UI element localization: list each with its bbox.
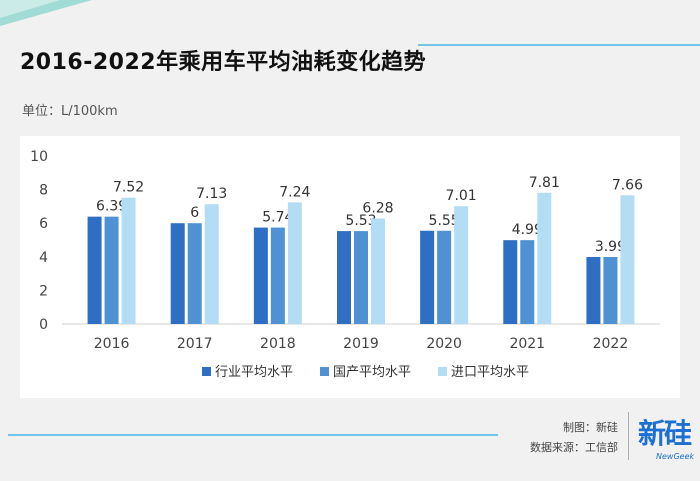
- data-label: 6.28: [362, 200, 393, 216]
- x-tick-label: 2016: [94, 336, 130, 352]
- data-label: 6: [190, 205, 199, 221]
- bar: [104, 216, 119, 324]
- bar: [437, 230, 452, 324]
- logo-separator: [628, 412, 629, 460]
- legend-swatch: [438, 367, 447, 376]
- chart-title: 2016-2022年乘用车平均油耗变化趋势: [20, 50, 427, 75]
- bar-chart: 0 2 4 6 8 10 6.39 7.52 2016 6 7.13 2017 5.74 7.24 2018…: [30, 149, 660, 380]
- unit-label: 单位：L/100km: [22, 104, 118, 119]
- data-label: 3.99: [595, 239, 626, 255]
- bar: [420, 230, 435, 324]
- data-label: 5.74: [262, 210, 293, 226]
- title-divider: [418, 44, 700, 46]
- credit-author: 制图：新硅: [563, 421, 618, 434]
- bar: [204, 204, 219, 324]
- data-label: 7.24: [279, 184, 310, 200]
- y-tick-label: 10: [30, 149, 48, 165]
- legend-swatch: [202, 367, 211, 376]
- bar: [287, 202, 302, 324]
- data-label: 5.55: [429, 213, 460, 229]
- bar: [620, 195, 635, 324]
- data-label: 7.01: [446, 188, 477, 204]
- y-tick-label: 2: [39, 283, 48, 299]
- chart-panel: 0 2 4 6 8 10 6.39 7.52 2016 6 7.13 2017 5.74 7.24 2018…: [20, 136, 680, 398]
- y-tick-label: 6: [39, 216, 48, 232]
- bar: [603, 256, 618, 324]
- data-label: 7.52: [113, 180, 144, 196]
- x-tick-label: 2017: [177, 336, 213, 352]
- corner-decoration: [0, 0, 92, 26]
- bar: [454, 206, 469, 324]
- legend-label: 进口平均水平: [451, 365, 529, 380]
- bar: [503, 240, 518, 324]
- bar: [337, 231, 351, 324]
- bar: [537, 192, 552, 324]
- data-label: 7.81: [529, 175, 560, 191]
- bar: [121, 197, 136, 324]
- bar: [170, 223, 185, 324]
- x-tick-label: 2021: [509, 336, 545, 352]
- data-label: 7.13: [196, 186, 227, 202]
- y-tick-label: 4: [39, 250, 48, 266]
- x-tick-label: 2018: [260, 336, 296, 352]
- data-label: 4.99: [512, 222, 543, 238]
- footer-divider: [8, 434, 498, 436]
- bar: [87, 216, 102, 324]
- bar: [270, 227, 285, 324]
- x-tick-label: 2020: [426, 336, 462, 352]
- bar: [187, 223, 202, 324]
- bar: [586, 256, 601, 324]
- x-tick-label: 2022: [593, 336, 629, 352]
- data-label: 7.66: [612, 177, 643, 193]
- legend-swatch: [320, 367, 329, 376]
- legend-label: 行业平均水平: [215, 365, 293, 380]
- logo-english-text: NewGeek: [656, 452, 695, 461]
- y-tick-label: 0: [39, 317, 48, 333]
- credit-block: 制图：新硅 数据来源：工信部: [530, 418, 618, 458]
- bar: [520, 240, 535, 324]
- logo-chinese-text: 新硅: [638, 417, 692, 450]
- newgeek-logo: 新硅 NewGeek: [636, 410, 700, 470]
- data-label: 5.53: [345, 213, 376, 229]
- bar: [253, 227, 268, 324]
- legend-label: 国产平均水平: [333, 365, 411, 380]
- bar: [371, 218, 385, 324]
- y-tick-label: 8: [39, 183, 48, 199]
- data-label: 6.39: [96, 199, 127, 215]
- x-tick-label: 2019: [343, 336, 379, 352]
- bar: [354, 231, 368, 324]
- credit-source: 数据来源：工信部: [530, 441, 618, 454]
